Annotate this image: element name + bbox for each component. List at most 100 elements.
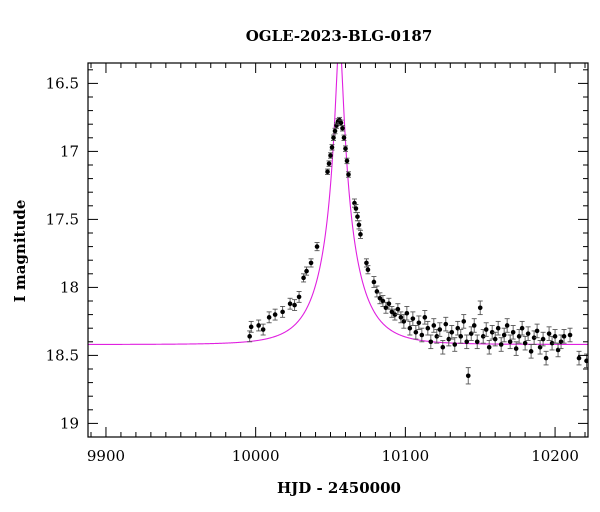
data-point bbox=[540, 331, 546, 347]
y-tick-label: 18.5 bbox=[46, 346, 79, 364]
data-point bbox=[495, 320, 501, 336]
data-point bbox=[365, 265, 371, 275]
data-point bbox=[461, 314, 467, 329]
data-point bbox=[431, 318, 437, 333]
data-point bbox=[504, 318, 510, 333]
data-point bbox=[543, 350, 549, 366]
data-point bbox=[363, 258, 369, 268]
data-point bbox=[416, 315, 422, 331]
data-point bbox=[389, 305, 395, 318]
data-point bbox=[342, 145, 348, 152]
data-point bbox=[377, 292, 383, 305]
data-point bbox=[326, 160, 332, 167]
data-point bbox=[339, 125, 345, 132]
data-point bbox=[510, 325, 516, 340]
data-point bbox=[419, 327, 425, 343]
data-point bbox=[410, 311, 416, 326]
data-point bbox=[492, 331, 498, 347]
data-point bbox=[549, 335, 555, 351]
data-point bbox=[567, 327, 573, 343]
data-point bbox=[513, 341, 519, 356]
data-point bbox=[537, 339, 543, 355]
data-point bbox=[404, 305, 410, 321]
data-point bbox=[425, 320, 431, 336]
data-point bbox=[584, 353, 588, 369]
data-point bbox=[465, 367, 471, 385]
data-point bbox=[344, 157, 350, 165]
data-point bbox=[428, 334, 434, 350]
data-point bbox=[371, 276, 377, 288]
data-point bbox=[471, 318, 477, 333]
data-point bbox=[314, 242, 320, 252]
x-tick-label: 10200 bbox=[531, 447, 579, 465]
data-point bbox=[446, 331, 452, 347]
data-point bbox=[422, 310, 428, 325]
data-point bbox=[486, 339, 492, 355]
data-point bbox=[455, 320, 461, 336]
data-point bbox=[280, 305, 286, 318]
data-point bbox=[437, 322, 443, 337]
data-point bbox=[287, 297, 293, 310]
data-point bbox=[440, 339, 446, 355]
data-point bbox=[272, 308, 278, 321]
data-point bbox=[296, 291, 302, 303]
y-tick-label: 16.5 bbox=[46, 74, 79, 92]
model-curve bbox=[88, 63, 588, 345]
data-point bbox=[449, 325, 455, 340]
data-point bbox=[434, 329, 440, 344]
data-point bbox=[357, 229, 363, 239]
data-point bbox=[301, 273, 307, 283]
data-point bbox=[576, 350, 582, 366]
data-point bbox=[452, 337, 458, 352]
data-point bbox=[329, 144, 335, 151]
plot-area bbox=[88, 63, 588, 385]
data-point bbox=[247, 330, 253, 343]
data-point bbox=[354, 212, 360, 222]
data-point bbox=[468, 326, 474, 341]
data-point bbox=[483, 322, 489, 337]
y-tick-label: 17 bbox=[60, 142, 79, 160]
plot-frame bbox=[87, 62, 589, 438]
data-point bbox=[356, 220, 362, 230]
data-point bbox=[477, 300, 483, 316]
data-point bbox=[407, 320, 413, 336]
y-tick-label: 17.5 bbox=[46, 210, 79, 228]
data-point bbox=[501, 327, 507, 343]
data-point bbox=[248, 320, 254, 333]
data-point bbox=[386, 297, 392, 310]
data-point bbox=[522, 335, 528, 351]
data-point bbox=[528, 344, 534, 359]
data-point bbox=[341, 134, 347, 141]
data-point bbox=[413, 325, 419, 340]
y-axis-label: I magnitude bbox=[11, 200, 29, 303]
data-point bbox=[395, 303, 401, 316]
data-point bbox=[292, 299, 298, 311]
x-axis-label: HJD - 2450000 bbox=[277, 479, 401, 497]
data-point bbox=[507, 334, 513, 350]
x-tick-label: 9900 bbox=[87, 447, 125, 465]
data-point bbox=[332, 127, 338, 135]
y-tick-label: 18 bbox=[60, 278, 79, 296]
data-point bbox=[328, 152, 334, 159]
axis-ticks: 9900 10000 10100 10200 16.5 17 17.5 18 18.5 19 bbox=[46, 63, 588, 465]
x-tick-label: 10000 bbox=[232, 447, 280, 465]
y-tick-label: 19 bbox=[60, 414, 79, 432]
data-point bbox=[552, 329, 558, 344]
data-point bbox=[498, 337, 504, 352]
data-point bbox=[464, 334, 470, 350]
data-point bbox=[519, 320, 525, 336]
data-point bbox=[458, 329, 464, 344]
data-point bbox=[546, 326, 552, 341]
data-point bbox=[534, 323, 540, 339]
data-point bbox=[555, 342, 561, 358]
data-point bbox=[525, 326, 531, 341]
x-tick-label: 10100 bbox=[382, 447, 430, 465]
data-point bbox=[474, 334, 480, 350]
data-point bbox=[353, 203, 359, 214]
data-point bbox=[308, 258, 314, 268]
data-point bbox=[304, 266, 310, 276]
data-point bbox=[266, 311, 272, 324]
chart-title: OGLE-2023-BLG-0187 bbox=[246, 27, 433, 45]
data-point bbox=[331, 134, 337, 141]
